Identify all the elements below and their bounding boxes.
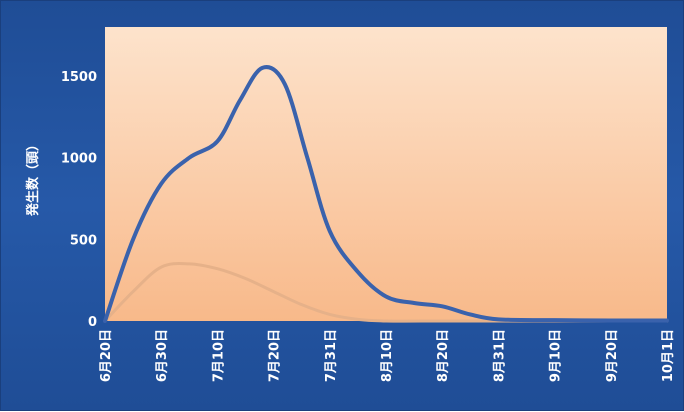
x-tick-label: 7月20日 [268,329,283,382]
x-tick-label: 8月20日 [436,329,451,382]
y-tick-label: 1500 [61,70,97,85]
x-tick-label: 8月10日 [380,329,395,382]
y-tick-label: 1000 [61,152,97,167]
x-tick-label: 9月10日 [549,329,564,382]
x-tick-label: 6月30日 [155,329,170,382]
x-tick-label: 9月20日 [605,329,620,382]
y-tick-label: 0 [88,315,97,330]
series-line-main [103,65,669,323]
x-tick-label: 7月31日 [324,329,339,382]
y-axis-title: 発生数（頭） [25,138,41,217]
plot-area [105,27,667,321]
x-tick-label: 6月20日 [99,329,114,382]
x-tick-label: 7月10日 [211,329,226,382]
x-tick-label: 8月31日 [492,329,507,382]
y-tick-label: 500 [70,233,97,248]
x-tick-label: 10月1日 [661,329,676,382]
